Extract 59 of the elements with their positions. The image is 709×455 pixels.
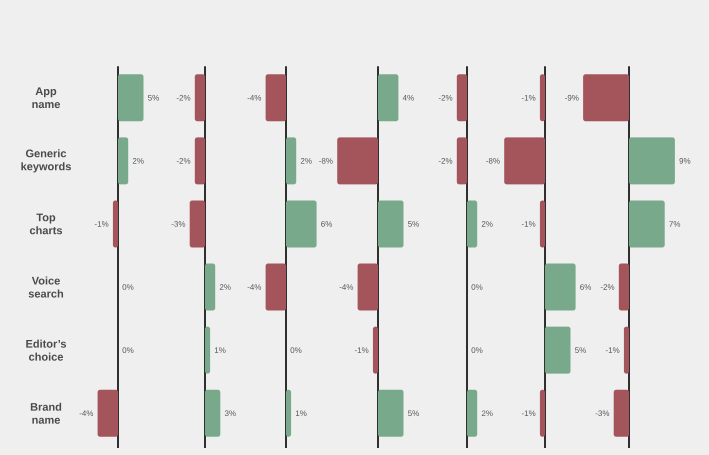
- data-label: 5%: [575, 347, 586, 353]
- bar: [286, 200, 317, 248]
- bar: [286, 390, 292, 437]
- data-label: -2%: [600, 284, 614, 290]
- data-label: 5%: [148, 94, 159, 101]
- data-label: 0%: [472, 347, 482, 353]
- bar: [205, 390, 220, 437]
- bar: [286, 137, 296, 184]
- data-label: -1%: [522, 410, 536, 416]
- data-label: 0%: [472, 284, 482, 290]
- data-label: 2%: [132, 158, 144, 164]
- data-label: -1%: [522, 221, 536, 227]
- bar: [205, 326, 210, 374]
- data-label: -3%: [172, 221, 186, 227]
- data-label: -2%: [176, 158, 190, 164]
- y-tick-label: Top charts: [30, 214, 62, 234]
- data-label: 6%: [580, 284, 592, 290]
- data-label: -9%: [565, 94, 579, 101]
- data-label: -4%: [248, 284, 262, 290]
- data-label: -1%: [522, 94, 536, 101]
- data-label: -4%: [80, 410, 94, 416]
- data-label: 4%: [402, 94, 414, 101]
- bar: [266, 74, 286, 122]
- data-label: 6%: [321, 221, 332, 227]
- data-label: -4%: [340, 284, 354, 290]
- bar: [205, 264, 216, 311]
- data-label: 1%: [214, 347, 226, 353]
- data-label: 9%: [679, 158, 690, 164]
- data-label: -1%: [94, 221, 108, 227]
- data-label: 2%: [300, 158, 312, 164]
- data-label: -2%: [176, 94, 190, 101]
- y-tick-label: Generic keywords: [21, 149, 71, 172]
- data-label: -1%: [606, 347, 620, 353]
- data-label: -2%: [438, 94, 452, 101]
- data-label: 5%: [408, 221, 419, 227]
- data-label: 2%: [482, 410, 493, 416]
- bar: [194, 74, 206, 122]
- data-label: 0%: [122, 284, 134, 290]
- data-label: 0%: [290, 347, 302, 353]
- data-label: 5%: [408, 410, 419, 416]
- y-tick-label: Voice search: [28, 276, 64, 298]
- bar: [194, 137, 206, 184]
- data-label: 7%: [669, 221, 680, 227]
- data-label: -8%: [319, 158, 333, 164]
- data-label: -3%: [596, 410, 610, 416]
- y-tick-label: Editor’s choice: [26, 340, 66, 361]
- data-label: -2%: [438, 158, 452, 164]
- bar: [266, 264, 286, 311]
- data-label: -1%: [354, 347, 368, 353]
- data-label: -8%: [486, 158, 500, 164]
- data-label: 0%: [122, 347, 134, 353]
- data-label: 2%: [220, 284, 231, 290]
- y-tick-label: Brand name: [30, 402, 62, 424]
- bar: [190, 200, 206, 248]
- y-tick-label: App name: [32, 87, 60, 108]
- data-label: -4%: [248, 94, 262, 101]
- data-label: 3%: [224, 410, 236, 416]
- data-label: 1%: [296, 410, 307, 416]
- data-label: 2%: [482, 221, 493, 227]
